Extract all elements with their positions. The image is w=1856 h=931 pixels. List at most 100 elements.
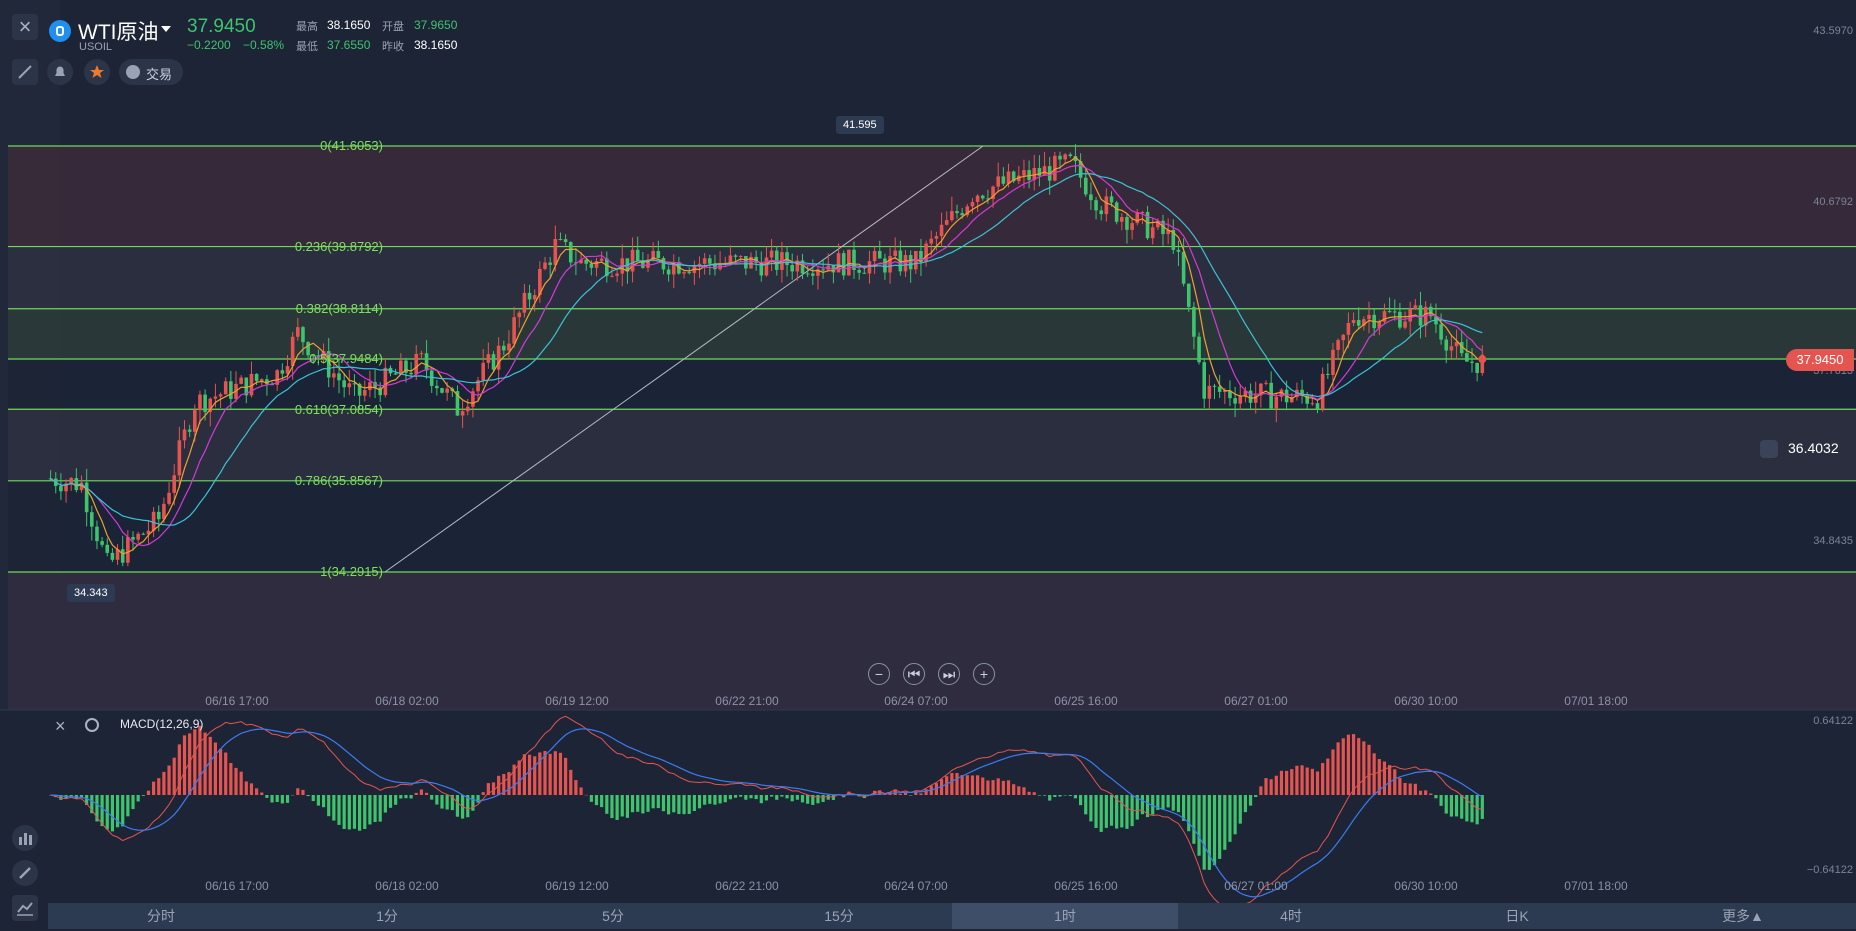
candle-body — [1109, 196, 1114, 203]
candle-body — [805, 273, 810, 275]
macd-bar — [1197, 795, 1201, 856]
macd-bar — [1264, 778, 1268, 795]
candle-body — [440, 388, 444, 393]
macd-bar — [914, 792, 918, 795]
drawing-tool-button[interactable] — [12, 59, 38, 85]
scroll-forward-button[interactable]: ⏭ — [938, 663, 960, 685]
zoom-in-button[interactable]: + — [973, 663, 995, 685]
macd-bar — [1048, 795, 1052, 801]
candle-body — [280, 370, 285, 374]
timeframe-tab[interactable]: 更多▲ — [1722, 908, 1764, 924]
indicator-button[interactable] — [12, 825, 38, 851]
zoom-out-button[interactable]: − — [868, 663, 890, 685]
macd-title: MACD(12,26,9) — [120, 717, 204, 731]
timeframe-tab[interactable]: 1时 — [952, 903, 1178, 929]
candle-body — [1192, 306, 1196, 337]
candle-body — [965, 206, 970, 216]
draw-button[interactable] — [12, 860, 38, 886]
macd-bar — [208, 736, 212, 795]
macd-bar — [569, 769, 573, 795]
low-marker: 34.343 — [67, 584, 115, 602]
candle-body — [934, 236, 939, 239]
candle-body — [182, 429, 187, 441]
x-tick: 06/22 21:00 — [715, 879, 779, 893]
price-change-pct: −0.58% — [243, 38, 285, 52]
candle-body — [244, 377, 249, 396]
candle-body — [486, 354, 491, 363]
candle-body — [538, 268, 542, 296]
timeframe-tab[interactable]: 15分 — [824, 908, 854, 924]
candle-body — [1362, 319, 1366, 326]
candle-body — [615, 273, 619, 276]
candle-body — [249, 373, 254, 396]
timeframe-tab[interactable]: 1分 — [376, 908, 398, 924]
timeframe-tab[interactable]: 分时 — [147, 908, 175, 924]
favorite-button[interactable] — [84, 59, 110, 85]
macd-bar — [733, 795, 738, 798]
macd-bar — [502, 773, 506, 795]
x-tick: 06/16 17:00 — [205, 879, 269, 893]
macd-bar — [157, 778, 161, 795]
candle-body — [1305, 395, 1310, 404]
candle-body — [1248, 390, 1253, 403]
macd-bar — [90, 795, 94, 814]
candle-body — [1331, 349, 1335, 375]
candle-body — [764, 257, 769, 276]
candle-body — [1259, 383, 1263, 396]
alert-price[interactable]: 36.4032 — [1788, 440, 1839, 456]
timeframe-tab[interactable]: 4时 — [1280, 908, 1302, 924]
settings-icon[interactable] — [85, 718, 99, 732]
alert-button[interactable] — [47, 59, 73, 85]
line-tool-icon — [18, 65, 32, 79]
candle-body — [141, 533, 146, 535]
macd-bar — [1120, 795, 1124, 828]
candle-body — [1207, 385, 1212, 399]
scroll-back-button[interactable]: ⏮ — [903, 663, 925, 685]
timeframe-tab[interactable]: 日K — [1505, 908, 1529, 924]
macd-bar — [1367, 744, 1371, 795]
candle-body — [90, 512, 94, 527]
macd-bar — [275, 795, 279, 802]
chart-type-button[interactable] — [12, 895, 38, 921]
fib-band — [8, 572, 1856, 710]
macd-bar — [1161, 795, 1165, 810]
macd-bar — [1233, 795, 1237, 835]
fib-band — [8, 146, 1856, 247]
macd-bar — [1063, 795, 1067, 796]
macd-bar — [85, 795, 89, 805]
macd-bar — [1434, 795, 1438, 799]
candle-body — [872, 251, 877, 262]
macd-bar — [445, 795, 449, 810]
macd-bar — [996, 778, 1000, 795]
candle-body — [213, 396, 218, 399]
macd-bar — [1115, 795, 1119, 829]
chevron-down-icon[interactable] — [161, 26, 171, 32]
candle-body — [1351, 320, 1356, 324]
macd-bar — [1125, 795, 1129, 829]
fib-label: 0.236(39.8792) — [294, 239, 383, 254]
macd-bar — [697, 795, 702, 809]
macd-bar — [394, 795, 398, 805]
trade-button[interactable]: 交易 — [119, 59, 183, 85]
symbol-name[interactable]: WTI原油 — [78, 21, 159, 44]
macd-bar — [358, 795, 362, 831]
macd-bar — [646, 795, 650, 812]
candle-body — [1228, 390, 1232, 399]
timeframe-tab[interactable]: 5分 — [602, 908, 624, 924]
macd-y-tick: −0.64122 — [1806, 864, 1853, 876]
macd-bar — [146, 790, 151, 795]
macd-bar — [1444, 795, 1448, 814]
macd-bar — [1228, 795, 1232, 842]
close-indicator-button[interactable]: × — [55, 716, 66, 736]
candle-body — [1253, 395, 1258, 403]
candle-body — [924, 243, 928, 262]
macd-bar — [316, 795, 321, 806]
close-button[interactable]: × — [12, 14, 38, 40]
macd-bar — [1475, 795, 1479, 825]
candle-body — [1176, 249, 1181, 252]
macd-bar — [337, 795, 341, 825]
bell-icon[interactable] — [1760, 440, 1778, 458]
candle-body — [1099, 210, 1104, 215]
candle-body — [1233, 398, 1237, 404]
